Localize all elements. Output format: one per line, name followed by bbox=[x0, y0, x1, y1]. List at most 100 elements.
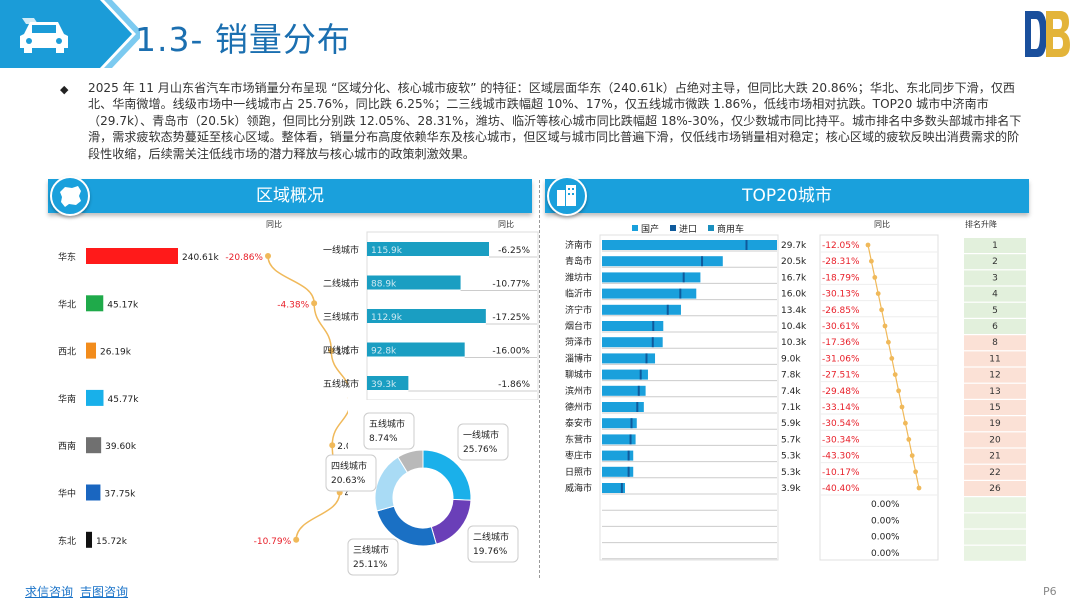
tier-yoy-label: -6.25% bbox=[498, 246, 530, 256]
top20-value-label: 5.9k bbox=[781, 419, 801, 429]
top20-value-label: 20.5k bbox=[781, 257, 807, 267]
top20-import-bar bbox=[637, 385, 640, 396]
region-yoy-point bbox=[328, 347, 335, 354]
tier-yoy-label: -17.25% bbox=[492, 313, 530, 323]
top20-yoy-point bbox=[913, 469, 918, 475]
page-title: 1.3- 销量分布 bbox=[135, 20, 351, 59]
donut-category: 二线城市 bbox=[473, 531, 509, 543]
region-bar bbox=[86, 484, 101, 501]
top20-import-bar bbox=[651, 337, 654, 348]
region-panel-header: 区域概况 bbox=[48, 176, 532, 216]
top20-bar bbox=[602, 272, 701, 283]
region-value-label: 26.19k bbox=[100, 348, 132, 358]
top20-empty-rank-cell bbox=[964, 513, 1026, 529]
legend-swatch bbox=[670, 225, 676, 231]
top20-yoy-label: -12.05% bbox=[822, 241, 860, 251]
top20-rank-cell bbox=[964, 270, 1026, 286]
top20-yoy-point bbox=[916, 485, 922, 491]
tier-label: 一线城市 bbox=[323, 244, 359, 256]
top20-rank-label: 21 bbox=[989, 452, 1000, 462]
top20-bar bbox=[602, 466, 634, 477]
top20-bar bbox=[602, 402, 644, 412]
top20-empty-yoy: 0.00% bbox=[871, 549, 900, 559]
tier-share-donut: 一线城市 25.76% 二线城市 19.76% 三线城市 25.11% 四线城市 20.63%… bbox=[325, 412, 519, 576]
tier-value-label: 88.9k bbox=[371, 280, 397, 290]
donut-percent: 8.74% bbox=[369, 434, 398, 444]
top20-yoy-point bbox=[869, 258, 874, 264]
top20-bar bbox=[602, 418, 637, 429]
donut-percent: 20.63% bbox=[331, 476, 366, 486]
top20-import-bar bbox=[639, 369, 642, 380]
top20-city-label: 德州市 bbox=[565, 401, 592, 413]
top20-yoy-point bbox=[875, 291, 881, 296]
top20-value-label: 10.3k bbox=[781, 338, 807, 348]
top20-yoy-line bbox=[867, 244, 920, 489]
top20-empty-rank-cell bbox=[964, 497, 1026, 513]
top20-yoy-label: -33.14% bbox=[822, 403, 860, 413]
region-yoy-point bbox=[293, 536, 300, 543]
top20-city-label: 日照市 bbox=[565, 466, 592, 478]
top20-city-label: 烟台市 bbox=[565, 320, 592, 332]
tier-yoy-label: -16.00% bbox=[492, 347, 530, 357]
bullet-icon: ◆ bbox=[60, 83, 69, 96]
top20-value-label: 5.3k bbox=[781, 452, 801, 462]
top20-yoy-label: -10.17% bbox=[822, 468, 860, 478]
top20-value-label: 5.3k bbox=[781, 468, 801, 478]
top20-import-bar bbox=[620, 483, 623, 493]
top20-bar bbox=[602, 385, 646, 396]
tier-label: 五线城市 bbox=[323, 378, 359, 390]
top20-yoy-point bbox=[892, 372, 898, 377]
top20-import-bar bbox=[627, 450, 630, 461]
top20-city-label: 聊城市 bbox=[565, 369, 592, 381]
top20-bar bbox=[602, 434, 636, 445]
top20-bar bbox=[602, 353, 656, 364]
region-yoy-label: -10.79% bbox=[254, 537, 292, 547]
top20-value-label: 16.7k bbox=[781, 273, 807, 283]
top20-rank-cell bbox=[964, 481, 1026, 496]
top20-bar bbox=[602, 288, 697, 299]
donut-slice bbox=[430, 498, 472, 545]
top20-import-bar bbox=[645, 353, 648, 364]
top20-rank-cell bbox=[964, 464, 1026, 480]
top20-yoy-label: -30.13% bbox=[822, 290, 860, 300]
top20-yoy-point bbox=[886, 339, 891, 345]
donut-category: 一线城市 bbox=[463, 429, 499, 441]
top20-rank-cell bbox=[964, 383, 1026, 399]
top20-import-bar bbox=[627, 466, 630, 477]
top20-rank-cell bbox=[964, 432, 1026, 448]
top20-bar bbox=[602, 304, 681, 315]
top20-import-bar bbox=[636, 402, 639, 412]
top20-city-label: 青岛市 bbox=[565, 255, 592, 267]
top20-empty-yoy: 0.00% bbox=[871, 516, 900, 526]
footer-link-qiuxin[interactable]: 求信咨询 bbox=[25, 585, 74, 599]
top20-bar bbox=[602, 321, 664, 331]
top20-value-label: 3.9k bbox=[781, 484, 801, 494]
top20-city-label: 淄博市 bbox=[565, 352, 592, 364]
top20-yoy-label: -30.34% bbox=[822, 435, 860, 445]
donut-callout bbox=[325, 454, 377, 492]
tier-value-label: 112.9k bbox=[371, 313, 403, 323]
top20-rank-label: 22 bbox=[989, 468, 1000, 478]
top20-value-label: 10.4k bbox=[781, 322, 807, 332]
top20-rank-cell bbox=[964, 448, 1026, 464]
top20-yoy-point bbox=[882, 323, 888, 329]
top20-yoy-label: -26.85% bbox=[822, 306, 860, 316]
car-icon bbox=[20, 18, 68, 53]
china-map-icon bbox=[50, 176, 90, 216]
top20-rank-label: 1 bbox=[992, 241, 998, 251]
donut-callout bbox=[363, 412, 415, 450]
top20-value-label: 5.7k bbox=[781, 435, 801, 445]
region-yoy-label: 4.74% bbox=[345, 490, 348, 500]
legend-label: 国产 bbox=[641, 223, 659, 235]
top20-yoy-point bbox=[865, 242, 871, 248]
top20-yoy-label: -40.40% bbox=[822, 484, 860, 494]
summary-text: 2025 年 11 月山东省汽车市场销量分布呈现 “区域分化、核心城市疲软” 的… bbox=[88, 81, 1022, 161]
top20-yoy-label: -27.51% bbox=[822, 371, 860, 381]
footer-link-jitu[interactable]: 吉图咨询 bbox=[80, 585, 129, 599]
panel-divider bbox=[539, 180, 540, 578]
region-yoy-point bbox=[265, 253, 271, 259]
donut-percent: 19.76% bbox=[473, 547, 508, 557]
